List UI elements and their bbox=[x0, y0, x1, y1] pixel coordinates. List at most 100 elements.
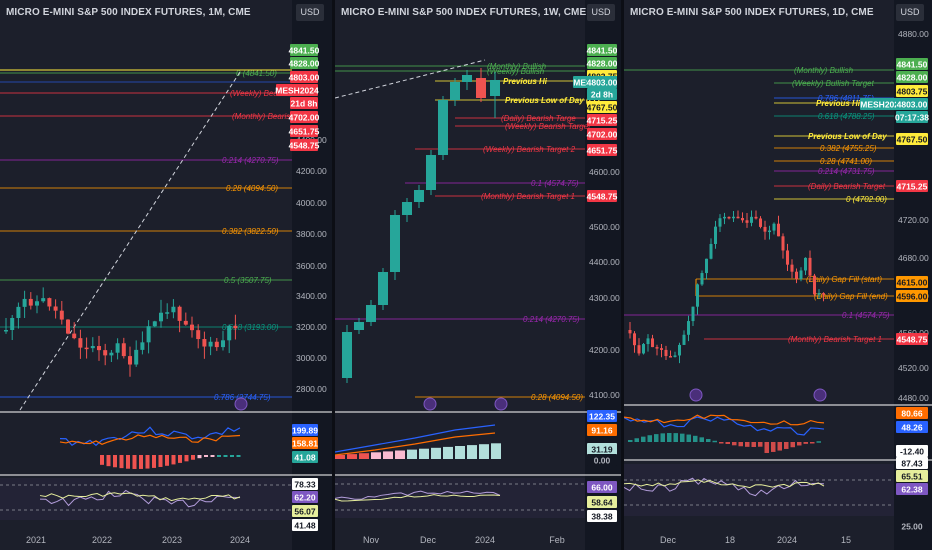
candle bbox=[772, 223, 776, 231]
fib-level-label: (Weekly) Bearis bbox=[230, 89, 286, 98]
candle bbox=[727, 216, 731, 219]
candle bbox=[655, 347, 659, 349]
candle bbox=[696, 284, 699, 307]
macd-histogram-bar bbox=[223, 455, 228, 457]
macd-histogram-bar bbox=[647, 435, 652, 442]
macd-tag: 91.16 bbox=[591, 426, 613, 436]
candle bbox=[813, 275, 816, 295]
price-tag-bg bbox=[587, 190, 617, 202]
macd-histogram-bar bbox=[395, 450, 405, 459]
macd-histogram-bar bbox=[803, 442, 808, 444]
time-axis-label: 18 bbox=[725, 535, 735, 545]
rsi-tag: 62.20 bbox=[294, 493, 316, 503]
macd-histogram-bar bbox=[230, 455, 234, 457]
chart-canvas-monthly[interactable]: 4400.004200.004000.003800.003600.003400.… bbox=[0, 0, 332, 550]
candle bbox=[490, 80, 500, 96]
candle bbox=[208, 341, 213, 347]
chart-panel-weekly[interactable]: 4600.00 4500.00 4400.00 4300.00 4200.00 4100.… bbox=[335, 0, 621, 550]
candle bbox=[633, 333, 636, 346]
rsi-tag-bg bbox=[292, 478, 318, 490]
macd-tag-bg bbox=[587, 410, 617, 422]
macd-histogram-bar bbox=[347, 454, 357, 459]
rsi-tag-bg bbox=[292, 491, 318, 503]
candle bbox=[171, 306, 176, 313]
candle bbox=[16, 306, 21, 318]
chart-panel-monthly[interactable]: 4400.004200.004000.003800.003600.003400.… bbox=[0, 0, 332, 550]
rsi-ma-line bbox=[39, 492, 241, 502]
price-tag-bg bbox=[587, 88, 617, 100]
macd-histogram-bar bbox=[383, 451, 393, 459]
candle bbox=[47, 298, 52, 307]
rsi-tag: 25.00 bbox=[901, 522, 923, 532]
rsi-tag-bg bbox=[896, 520, 928, 532]
panel-divider[interactable] bbox=[332, 0, 335, 550]
price-tick-label: 4720.00 bbox=[898, 215, 929, 225]
rsi-tag-bg bbox=[896, 470, 928, 482]
candle bbox=[115, 343, 120, 353]
candle bbox=[72, 333, 77, 339]
chart-canvas-weekly[interactable]: 4600.00 4500.00 4400.00 4300.00 4200.00 4100.… bbox=[335, 0, 621, 550]
macd-histogram-bar bbox=[810, 442, 815, 444]
time-axis-label: 2024 bbox=[230, 535, 250, 545]
chart-canvas-daily[interactable]: 4880.004720.004680.004640.004560.004520.… bbox=[624, 0, 932, 550]
price-tag: 4548.75 bbox=[587, 192, 618, 202]
price-tag-bg bbox=[290, 71, 318, 83]
candle bbox=[754, 216, 758, 219]
macd-histogram-bar bbox=[210, 455, 215, 457]
time-axis-label: Dec bbox=[420, 535, 437, 545]
price-tick-label: 4400.00 bbox=[589, 257, 620, 267]
price-tick-label: 3400.00 bbox=[296, 291, 327, 301]
chart-panel-daily[interactable]: 4880.004720.004680.004640.004560.004520.… bbox=[624, 0, 932, 550]
level-label: Previous Hi bbox=[503, 77, 548, 86]
candle bbox=[673, 355, 677, 357]
time-axis-label: 2023 bbox=[162, 535, 182, 545]
fib-level-label: 0 (4841.50) bbox=[236, 69, 277, 78]
price-tag-bg bbox=[587, 57, 617, 69]
rsi-tag: 87.43 bbox=[901, 459, 923, 469]
price-tag: 4841.50 bbox=[897, 60, 928, 70]
rsi-tag: 62.38 bbox=[901, 485, 923, 495]
candle bbox=[84, 347, 89, 350]
candle bbox=[53, 306, 58, 311]
macd-tag-bg bbox=[587, 424, 617, 436]
macd-tag: 158.81 bbox=[292, 439, 318, 449]
candle bbox=[714, 226, 717, 244]
candle bbox=[660, 348, 663, 350]
level-label: 0.28 (4094.50) bbox=[531, 393, 583, 402]
price-tag: 4548.75 bbox=[289, 141, 320, 151]
currency-button[interactable]: USD bbox=[296, 4, 324, 21]
price-tick-label: 3600.00 bbox=[296, 261, 327, 271]
price-tag-bg bbox=[290, 139, 318, 151]
candle bbox=[177, 306, 182, 321]
macd-tag: 48.26 bbox=[901, 423, 923, 433]
time-axis-label: 15 bbox=[841, 535, 851, 545]
price-tag: 4828.00 bbox=[587, 59, 618, 69]
panel-divider[interactable] bbox=[621, 0, 624, 550]
macd-tag-bg bbox=[587, 443, 617, 455]
candle bbox=[799, 270, 803, 280]
price-tag: 4828.00 bbox=[897, 73, 928, 83]
macd-histogram-bar bbox=[106, 455, 111, 467]
currency-button[interactable]: USD bbox=[896, 4, 924, 21]
macd-tag-bg bbox=[896, 445, 928, 457]
candle bbox=[140, 342, 145, 350]
price-tick-label: 2800.00 bbox=[296, 384, 327, 394]
candle bbox=[691, 306, 695, 322]
macd-tag-bg bbox=[587, 454, 617, 466]
candle bbox=[4, 329, 8, 332]
trend-line bbox=[19, 71, 241, 411]
macd-histogram-bar bbox=[764, 442, 769, 454]
macd-tag: 80.66 bbox=[901, 409, 923, 419]
macd-tag-bg bbox=[292, 437, 318, 449]
price-tag: 4615.00 bbox=[897, 278, 928, 288]
candle bbox=[342, 332, 352, 378]
rsi-tag: 78.33 bbox=[294, 480, 316, 490]
price-tag-bg bbox=[290, 125, 318, 137]
currency-button[interactable]: USD bbox=[587, 4, 615, 21]
candle bbox=[741, 218, 744, 221]
rsi-tag-bg bbox=[587, 496, 617, 508]
macd-histogram-bar bbox=[158, 455, 163, 467]
rsi-tag-bg bbox=[587, 481, 617, 493]
price-tick-label: 4500.00 bbox=[589, 222, 620, 232]
macd-histogram-bar bbox=[745, 442, 750, 447]
